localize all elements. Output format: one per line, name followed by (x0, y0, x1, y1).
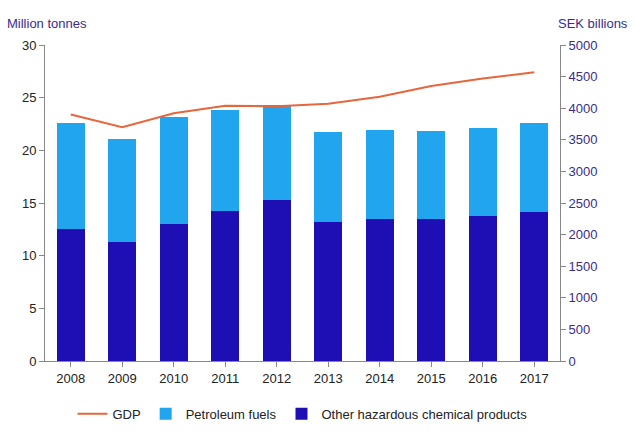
svg-text:20: 20 (22, 143, 36, 158)
svg-text:5: 5 (29, 301, 36, 316)
svg-text:Petroleum fuels: Petroleum fuels (186, 407, 277, 422)
svg-text:500: 500 (569, 322, 591, 337)
svg-text:15: 15 (22, 196, 36, 211)
svg-text:Million tonnes: Million tonnes (7, 16, 87, 31)
svg-text:2011: 2011 (211, 371, 239, 386)
svg-text:2014: 2014 (365, 371, 394, 386)
svg-text:2016: 2016 (468, 371, 497, 386)
svg-text:3000: 3000 (569, 164, 598, 179)
svg-text:2017: 2017 (520, 371, 549, 386)
svg-text:4000: 4000 (569, 101, 598, 116)
svg-text:2013: 2013 (314, 371, 343, 386)
svg-text:2012: 2012 (262, 371, 291, 386)
svg-text:3500: 3500 (569, 132, 598, 147)
svg-text:1500: 1500 (569, 259, 598, 274)
svg-text:GDP: GDP (113, 407, 141, 422)
svg-text:SEK billions: SEK billions (558, 16, 628, 31)
svg-text:2000: 2000 (569, 227, 598, 242)
svg-text:2010: 2010 (159, 371, 188, 386)
svg-text:4500: 4500 (569, 69, 598, 84)
svg-text:30: 30 (22, 38, 36, 53)
svg-text:2015: 2015 (417, 371, 446, 386)
svg-text:0: 0 (569, 354, 576, 369)
svg-text:10: 10 (22, 248, 36, 263)
svg-text:1000: 1000 (569, 290, 598, 305)
svg-text:2008: 2008 (56, 371, 85, 386)
svg-text:Other hazardous chemical produ: Other hazardous chemical products (321, 407, 527, 422)
svg-text:2009: 2009 (108, 371, 137, 386)
svg-text:2500: 2500 (569, 196, 598, 211)
svg-text:25: 25 (22, 90, 36, 105)
svg-text:5000: 5000 (569, 38, 598, 53)
svg-text:0: 0 (29, 354, 36, 369)
